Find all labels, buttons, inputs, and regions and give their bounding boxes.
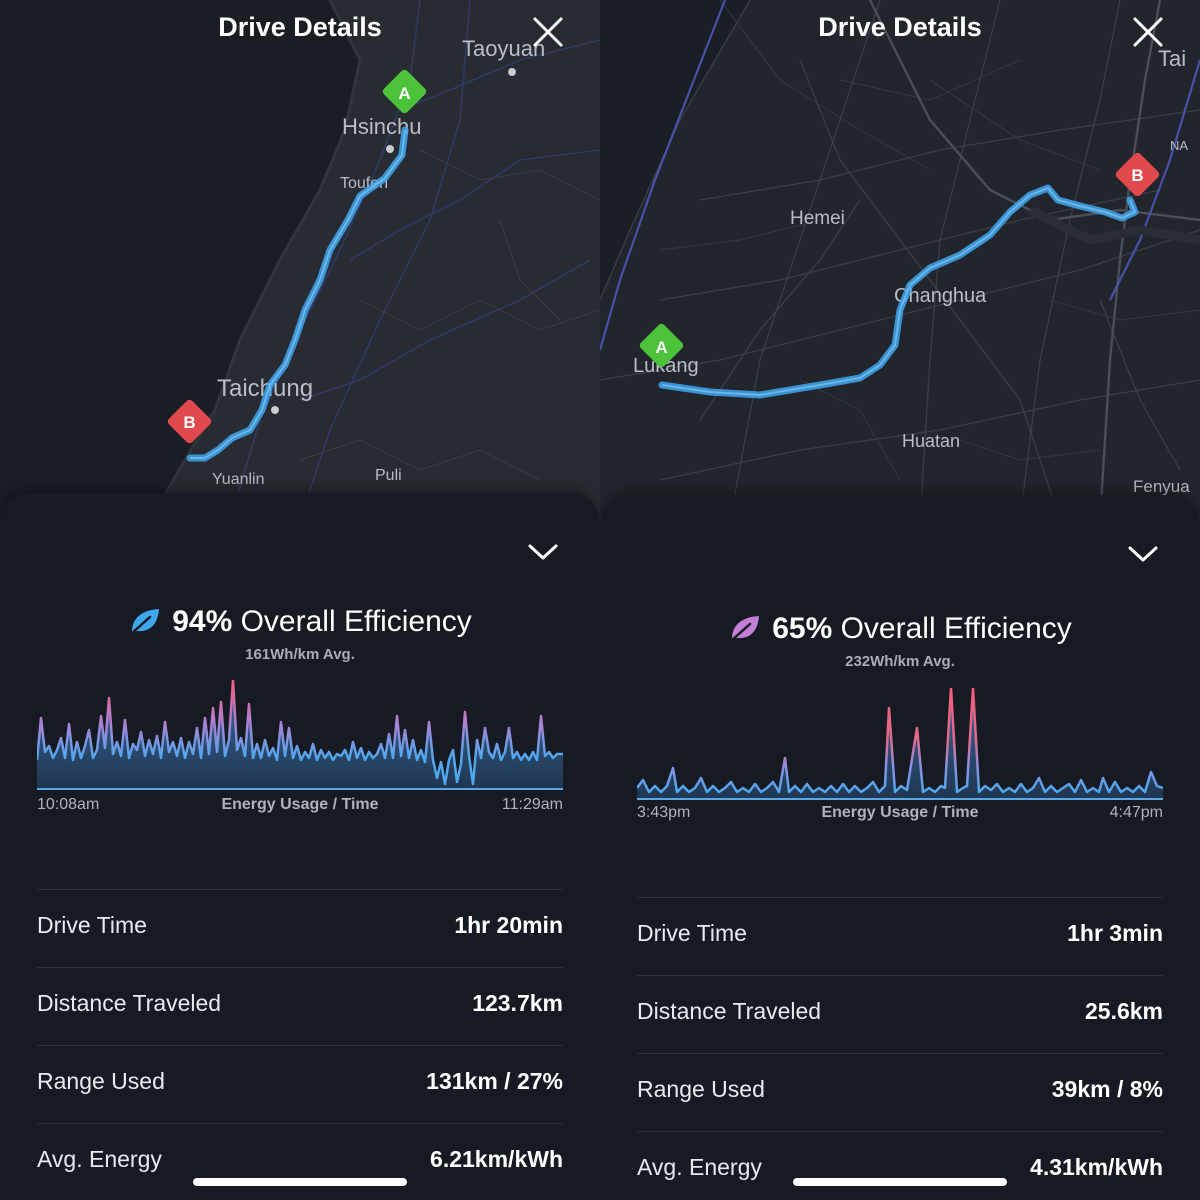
avg-consumption: 232Wh/km Avg. [845, 653, 955, 670]
efficiency-percent: 94% [172, 605, 233, 638]
end-marker-label: B [1131, 166, 1143, 185]
drive-summary-panel: 65% Overall Efficiency 232Wh/km Avg. [600, 495, 1200, 1200]
map-label-fenyua: Fenyua [1133, 477, 1190, 496]
stat-value: 1hr 20min [454, 912, 563, 938]
map-label-huatan: Huatan [902, 431, 960, 451]
route-map[interactable]: Tai NA Hemei Changhua Lukang Huatan Feny… [600, 0, 1200, 520]
page-title: Drive Details [818, 12, 982, 42]
stat-drive-time: Drive Time 1hr 20min [37, 889, 563, 967]
efficiency-label: Overall Efficiency [240, 605, 472, 638]
stat-value: 25.6km [1084, 998, 1163, 1024]
map-label-puli: Puli [375, 467, 402, 484]
stat-avg-energy: Avg. Energy 6.21km/kWh [37, 1123, 563, 1200]
map-label-changhua: Changhua [894, 285, 987, 307]
efficiency-percent: 65% [772, 612, 833, 645]
drive-summary-panel: 94% Overall Efficiency 161Wh/km Avg. [0, 493, 600, 1200]
drive-details-screen-right: Tai NA Hemei Changhua Lukang Huatan Feny… [600, 0, 1200, 1200]
close-icon [1133, 17, 1163, 47]
drive-stats: Drive Time 1hr 20min Distance Traveled 1… [37, 889, 563, 1200]
end-marker[interactable]: B [166, 398, 213, 445]
chart-start-time: 10:08am [37, 796, 100, 813]
stat-value: 39km / 8% [1051, 1076, 1163, 1102]
close-button[interactable] [530, 14, 566, 50]
stat-label: Avg. Energy [37, 1146, 162, 1172]
stat-drive-time: Drive Time 1hr 3min [637, 897, 1163, 975]
stat-label: Distance Traveled [37, 990, 222, 1016]
leaf-icon [729, 616, 760, 643]
chevron-down-icon [528, 544, 558, 560]
energy-usage-line [636, 686, 1164, 794]
close-button[interactable] [1130, 14, 1166, 50]
collapse-button[interactable] [1126, 542, 1160, 566]
collapse-button[interactable] [526, 540, 560, 564]
map-label-lukang: Lukang [633, 355, 699, 377]
stat-value: 131km / 27% [426, 1068, 563, 1094]
stat-label: Range Used [37, 1068, 165, 1094]
end-marker[interactable]: B [1114, 151, 1161, 198]
stat-value: 123.7km [472, 990, 563, 1016]
map-label-taoyuan: Taoyuan [462, 36, 545, 61]
energy-usage-chart [636, 686, 1164, 802]
avg-consumption: 161Wh/km Avg. [245, 646, 355, 663]
stat-avg-energy: Avg. Energy 4.31km/kWh [637, 1131, 1163, 1200]
map-label-hemei: Hemei [790, 208, 845, 229]
home-indicator[interactable] [193, 1178, 407, 1186]
drive-stats: Drive Time 1hr 3min Distance Traveled 25… [637, 897, 1163, 1200]
stat-value: 6.21km/kWh [430, 1146, 563, 1172]
page-title: Drive Details [218, 12, 382, 42]
stat-label: Range Used [637, 1076, 765, 1102]
end-marker-label: B [183, 413, 195, 432]
start-marker[interactable]: A [638, 322, 685, 369]
start-marker-label: A [655, 338, 667, 357]
start-marker-label: A [398, 84, 410, 103]
stat-value: 1hr 3min [1067, 920, 1163, 946]
stat-label: Drive Time [637, 920, 747, 946]
home-indicator[interactable] [793, 1178, 1007, 1186]
chart-end-time: 11:29am [501, 796, 563, 813]
leaf-icon [129, 609, 160, 636]
stat-value: 4.31km/kWh [1030, 1154, 1163, 1180]
chevron-down-icon [1128, 546, 1158, 562]
stat-label: Distance Traveled [637, 998, 822, 1024]
map-label-yuanlin: Yuanlin [212, 471, 265, 488]
energy-usage-line [35, 678, 563, 786]
stat-range-used: Range Used 39km / 8% [637, 1053, 1163, 1131]
efficiency-label: Overall Efficiency [840, 612, 1072, 645]
stat-label: Avg. Energy [637, 1154, 762, 1180]
route-map[interactable]: Taoyuan Hsinchu Toufen Taichung Yuanlin … [0, 0, 600, 520]
map-label-hsinchu: Hsinchu [342, 114, 421, 139]
stat-range-used: Range Used 131km / 27% [37, 1045, 563, 1123]
chart-title: Energy Usage / Time [221, 796, 379, 813]
stat-distance: Distance Traveled 25.6km [637, 975, 1163, 1053]
stat-distance: Distance Traveled 123.7km [37, 967, 563, 1045]
efficiency-summary: 65% Overall Efficiency [600, 612, 1200, 646]
chart-title: Energy Usage / Time [821, 804, 979, 821]
map-label-na: NA [1170, 138, 1188, 153]
map-label-tai: Tai [1158, 46, 1186, 71]
chart-start-time: 3:43pm [637, 804, 691, 821]
drive-details-screen-left: Taoyuan Hsinchu Toufen Taichung Yuanlin … [0, 0, 600, 1200]
efficiency-summary: 94% Overall Efficiency [0, 605, 600, 639]
chart-end-time: 4:47pm [1109, 804, 1163, 821]
energy-usage-chart [35, 678, 563, 792]
close-icon [533, 17, 563, 47]
start-marker[interactable]: A [381, 68, 428, 115]
stat-label: Drive Time [37, 912, 147, 938]
